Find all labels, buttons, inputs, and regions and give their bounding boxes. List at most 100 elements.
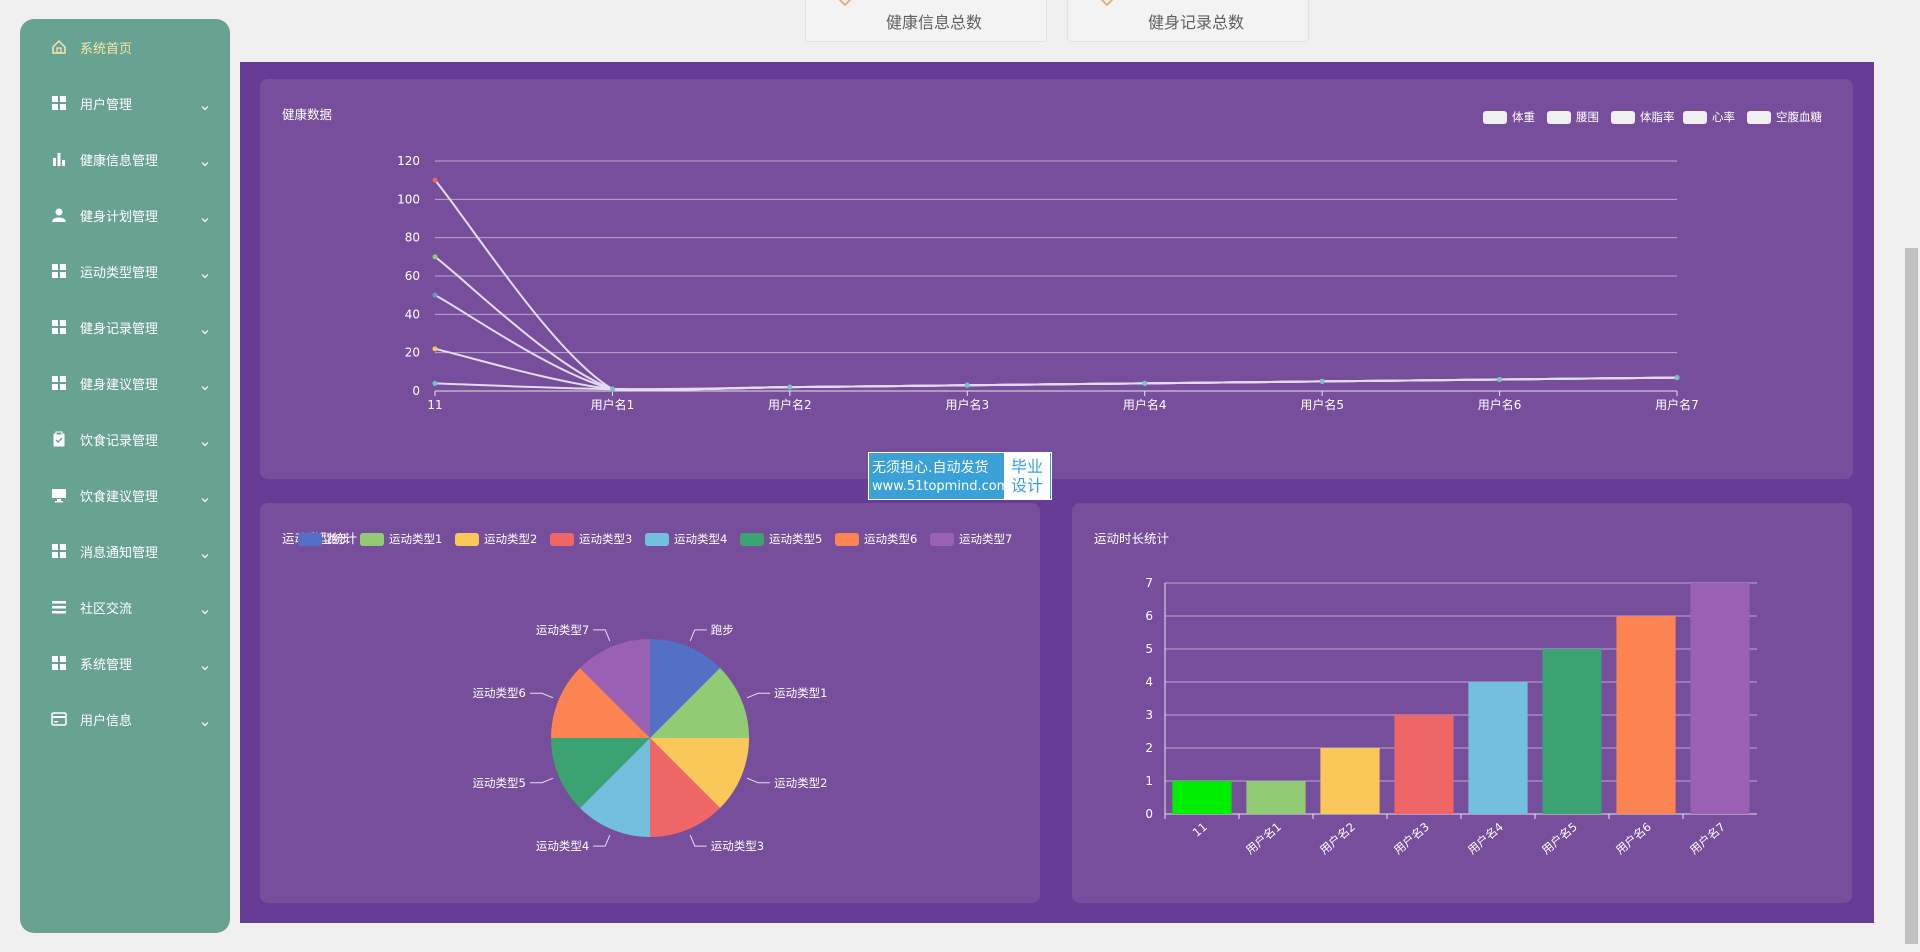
health-info-total-card[interactable]: 健康信息总数 <box>805 0 1047 42</box>
data-point <box>432 177 438 183</box>
y-tick-label: 0 <box>1145 807 1153 821</box>
legend-item[interactable]: 运动类型4 <box>645 531 727 547</box>
sidebar-item-3[interactable]: 健身计划管理 <box>20 195 230 235</box>
grid-icon <box>51 543 67 559</box>
label-leader <box>593 834 611 847</box>
data-point <box>432 346 438 352</box>
chevron-down-icon <box>200 266 210 279</box>
legend-item[interactable]: 体重 <box>1483 109 1535 125</box>
legend-item[interactable]: 运动类型7 <box>930 531 1012 547</box>
data-point <box>609 386 615 392</box>
x-tick-label: 用户名7 <box>1687 820 1728 858</box>
sidebar-item-2[interactable]: 健康信息管理 <box>20 139 230 179</box>
pie-label: 运动类型2 <box>774 776 827 790</box>
sidebar: 系统首页 用户管理 健康信息管理 健身计划管理 运动类型管理 健身记录管理 健身建议管理 饮食… <box>20 19 230 933</box>
sidebar-item-label: 社区交流 <box>80 601 133 617</box>
legend-label: 运动类型2 <box>484 532 538 546</box>
legend-label: 跑步 <box>327 532 350 546</box>
bar <box>1172 781 1232 814</box>
legend-swatch <box>645 532 669 546</box>
card-icon <box>51 711 67 727</box>
pie-slice <box>579 639 650 738</box>
data-point <box>1674 375 1680 381</box>
legend-label: 心率 <box>1712 110 1735 124</box>
pie-slice <box>650 738 721 837</box>
legend-item[interactable]: 腰围 <box>1547 109 1599 125</box>
legend-item[interactable]: 运动类型3 <box>550 531 632 547</box>
label-leader <box>593 629 611 642</box>
sidebar-item-0[interactable]: 系统首页 <box>20 27 230 67</box>
data-point <box>964 382 970 388</box>
sidebar-item-label: 消息通知管理 <box>80 545 159 561</box>
data-point <box>432 254 438 260</box>
watermark-banner[interactable]: 无须担心.自动发货 www.51topmind.com 毕业 设计 <box>868 452 1052 500</box>
health-line-chart: 0 20 40 60 80 100 120 11 用户名1 用户名2 用户名3 用户名4 用户名5 用户名… <box>397 154 1699 412</box>
legend-item[interactable]: 运动类型1 <box>360 531 442 547</box>
sidebar-item-7[interactable]: 饮食记录管理 <box>20 419 230 459</box>
legend-label: 运动类型5 <box>769 532 823 546</box>
legend-label: 运动类型7 <box>959 532 1013 546</box>
chevron-down-icon <box>200 378 210 391</box>
y-tick-label: 5 <box>1145 642 1153 656</box>
legend-item[interactable]: 运动类型2 <box>455 531 537 547</box>
x-tick-label: 用户名6 <box>1478 397 1522 412</box>
chevron-down-icon <box>200 658 210 671</box>
x-tick-label: 用户名1 <box>1243 820 1284 858</box>
sidebar-item-1[interactable]: 用户管理 <box>20 83 230 123</box>
legend-item[interactable]: 体脂率 <box>1611 109 1675 125</box>
pie-slice <box>551 738 650 809</box>
sidebar-item-8[interactable]: 饮食建议管理 <box>20 475 230 515</box>
watermark-line1: 无须担心.自动发货 <box>872 460 989 476</box>
sidebar-item-10[interactable]: 社区交流 <box>20 587 230 627</box>
sidebar-item-label: 健身计划管理 <box>80 209 159 225</box>
sidebar-item-9[interactable]: 消息通知管理 <box>20 531 230 571</box>
bar-chart-title: 运动时长统计 <box>1094 531 1170 546</box>
page-scrollbar[interactable] <box>1903 0 1920 952</box>
y-tick-label: 120 <box>397 154 420 168</box>
legend-item[interactable]: 运动类型5 <box>740 531 822 547</box>
label-leader <box>689 834 707 847</box>
y-tick-label: 4 <box>1145 675 1153 689</box>
pie-label: 跑步 <box>711 623 734 637</box>
legend-swatch <box>1483 110 1507 124</box>
bar <box>1690 583 1750 814</box>
sidebar-item-label: 饮食建议管理 <box>80 489 159 505</box>
series-line-3 <box>434 179 1678 391</box>
chevron-down-icon <box>200 154 210 167</box>
legend-item[interactable]: 运动类型6 <box>835 531 917 547</box>
legend-swatch <box>1747 110 1771 124</box>
legend-swatch <box>1611 110 1635 124</box>
bar <box>1320 748 1380 814</box>
sport-duration-card: 运动时长统计 0 1 2 3 4 5 6 7 11 用户名1 用户名2 用户名3 用户名4 用户名5 用户名… <box>1072 503 1852 903</box>
fitness-record-total-card[interactable]: 健身记录总数 <box>1067 0 1309 42</box>
sidebar-item-12[interactable]: 用户信息 <box>20 699 230 739</box>
fitness-record-total-label: 健身记录总数 <box>1148 13 1245 32</box>
bar <box>1616 616 1676 814</box>
x-tick-label: 11 <box>427 398 442 412</box>
pie-label: 运动类型1 <box>774 686 827 700</box>
pie-label: 运动类型3 <box>711 839 764 853</box>
sidebar-item-6[interactable]: 健身建议管理 <box>20 363 230 403</box>
legend-label: 体重 <box>1512 110 1535 124</box>
legend-item[interactable]: 空腹血糖 <box>1747 109 1822 125</box>
sidebar-item-5[interactable]: 健身记录管理 <box>20 307 230 347</box>
sidebar-item-11[interactable]: 系统管理 <box>20 643 230 683</box>
legend-item[interactable]: 跑步 <box>298 531 350 547</box>
pie-label: 运动类型7 <box>536 623 589 637</box>
list-icon <box>51 599 67 615</box>
legend-item[interactable]: 心率 <box>1683 109 1735 125</box>
scrollbar-thumb[interactable] <box>1905 248 1918 944</box>
pie-slice <box>650 639 721 738</box>
legend-label: 体脂率 <box>1640 110 1675 124</box>
grid-icon <box>51 319 67 335</box>
legend-label: 空腹血糖 <box>1776 110 1822 124</box>
y-tick-label: 1 <box>1145 774 1153 788</box>
sidebar-item-label: 系统管理 <box>80 657 133 673</box>
sidebar-item-4[interactable]: 运动类型管理 <box>20 251 230 291</box>
pie-slice <box>551 667 650 738</box>
legend-swatch <box>740 532 764 546</box>
label-leader <box>689 629 707 642</box>
legend-label: 运动类型3 <box>579 532 633 546</box>
bar <box>1542 649 1602 814</box>
watermark-badge: 毕业 设计 <box>1004 453 1050 499</box>
